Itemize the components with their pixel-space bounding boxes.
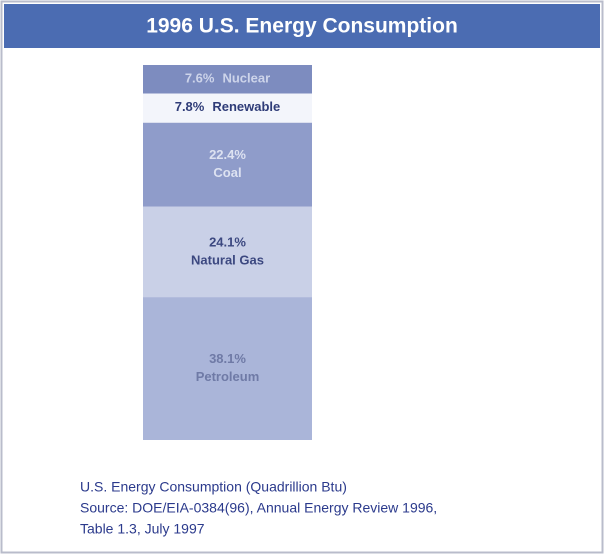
- value-label: 38.1%: [209, 351, 246, 366]
- series-name: Renewable: [212, 100, 280, 115]
- series-name: Nuclear: [222, 71, 270, 86]
- series-name: Petroleum: [196, 369, 260, 384]
- series-name: Coal: [213, 165, 241, 180]
- caption-line: U.S. Energy Consumption (Quadrillion Btu…: [80, 479, 347, 495]
- bar-segment: [143, 122, 312, 207]
- bar-segment: [143, 206, 312, 298]
- value-label: 24.1%: [209, 234, 246, 249]
- caption-line: Table 1.3, July 1997: [80, 521, 205, 537]
- segment-label: 7.6% Nuclear: [185, 71, 270, 86]
- value-label: 22.4%: [209, 147, 246, 162]
- bar-segment: [143, 65, 312, 94]
- series-name: Natural Gas: [191, 252, 264, 267]
- caption-line: Source: DOE/EIA-0384(96), Annual Energy …: [80, 500, 437, 516]
- value-label: 7.6%: [185, 71, 215, 86]
- bar-segment: [143, 93, 312, 123]
- value-label: 7.8%: [175, 100, 205, 115]
- chart-title: 1996 U.S. Energy Consumption: [146, 15, 458, 38]
- title-bar: [4, 4, 600, 48]
- bar-segment: [143, 297, 312, 440]
- segment-label: 7.8% Renewable: [175, 100, 281, 115]
